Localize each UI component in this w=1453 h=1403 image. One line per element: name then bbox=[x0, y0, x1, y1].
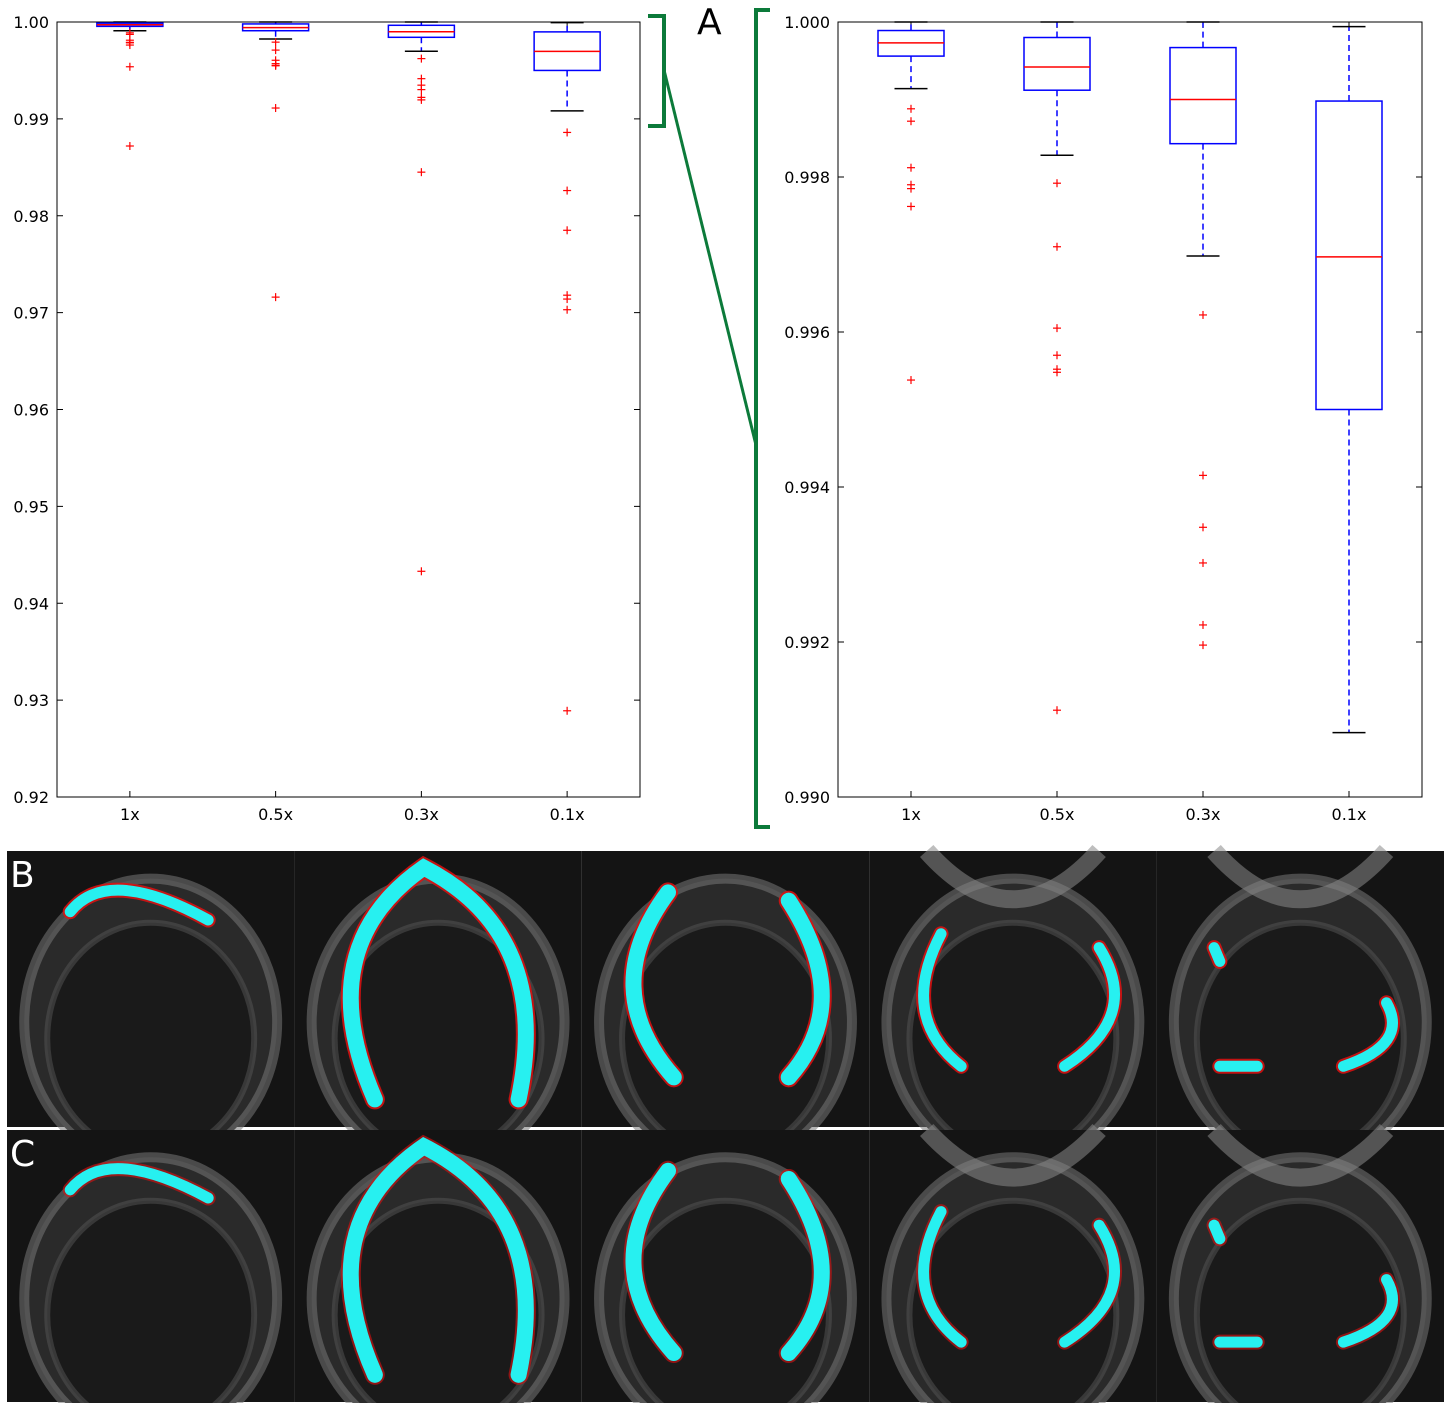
outlier-point bbox=[907, 163, 915, 172]
mri-slice-tile bbox=[581, 851, 870, 1171]
x-tick-label: 1x bbox=[120, 805, 140, 824]
y-tick-label: 0.94 bbox=[13, 594, 49, 613]
panel-label-c: C bbox=[10, 1134, 35, 1175]
outlier-point bbox=[417, 95, 426, 104]
mri-slice-tile bbox=[1156, 844, 1444, 1171]
y-tick-label: 0.994 bbox=[784, 478, 830, 497]
outlier-point bbox=[1053, 324, 1061, 333]
x-tick-label: 1x bbox=[901, 805, 921, 824]
box-iqr bbox=[1023, 36, 1091, 91]
box-0.1x bbox=[1315, 25, 1383, 734]
x-tick-label: 0.3x bbox=[404, 805, 439, 824]
outlier-point bbox=[1053, 351, 1061, 360]
box-0.3x bbox=[1169, 21, 1237, 650]
x-tick-label: 0.1x bbox=[550, 805, 585, 824]
y-tick-label: 0.97 bbox=[13, 304, 49, 323]
box-0.1x bbox=[533, 21, 601, 715]
outlier-point bbox=[1053, 368, 1061, 377]
y-tick-label: 0.998 bbox=[784, 168, 830, 187]
panel-label-b: B bbox=[10, 855, 35, 896]
y-tick-label: 0.96 bbox=[13, 401, 49, 420]
mri-slice-tile bbox=[869, 844, 1157, 1171]
mri-slice-tile bbox=[294, 1130, 582, 1403]
mri-slice-tile bbox=[581, 1130, 870, 1403]
outlier-point bbox=[271, 104, 280, 113]
outlier-point bbox=[417, 85, 426, 94]
outlier-point bbox=[563, 305, 572, 314]
plot-frame bbox=[56, 21, 641, 798]
outlier-point bbox=[1199, 523, 1207, 532]
y-tick-label: 0.992 bbox=[784, 633, 830, 652]
outlier-point bbox=[563, 226, 572, 235]
outlier-point bbox=[563, 186, 572, 195]
outlier-point bbox=[907, 117, 915, 126]
mri-slice-tile bbox=[7, 1130, 295, 1403]
outlier-point bbox=[271, 38, 280, 47]
box-1x bbox=[96, 21, 164, 150]
outlier-point bbox=[125, 41, 134, 50]
outlier-point bbox=[1053, 179, 1061, 188]
y-tick-label: 1.00 bbox=[13, 13, 49, 32]
outlier-point bbox=[417, 567, 426, 576]
outlier-point bbox=[563, 128, 572, 137]
box-1x bbox=[877, 21, 945, 385]
x-tick-label: 0.3x bbox=[1186, 805, 1221, 824]
x-tick-label: 0.1x bbox=[1332, 805, 1367, 824]
mri-slice-tile bbox=[1156, 1123, 1444, 1403]
outlier-point bbox=[1199, 471, 1207, 480]
panel-label-a: A bbox=[697, 2, 722, 43]
zoom-bracket-small bbox=[648, 14, 666, 128]
mri-slice-tile bbox=[7, 851, 295, 1171]
outlier-point bbox=[1053, 242, 1061, 251]
box-iqr bbox=[1169, 46, 1237, 145]
outlier-point bbox=[907, 376, 915, 385]
outlier-point bbox=[417, 168, 426, 177]
y-tick-label: 0.92 bbox=[13, 788, 49, 807]
outlier-point bbox=[1199, 620, 1207, 629]
zoom-bracket-large bbox=[754, 8, 770, 829]
outlier-point bbox=[271, 46, 280, 55]
box-0.3x bbox=[387, 21, 456, 576]
chart-left: 0.92 0.93 0.94 0.95 0.96 0.97 0.98 0.99 1.00 1x 0.… bbox=[13, 13, 641, 824]
box-0.5x bbox=[241, 21, 310, 302]
outlier-point bbox=[417, 54, 426, 63]
outlier-point bbox=[1199, 641, 1207, 650]
outlier-point bbox=[907, 202, 915, 211]
box-0.5x bbox=[1023, 21, 1091, 715]
outlier-point bbox=[125, 142, 134, 150]
y-tick-label: 0.996 bbox=[784, 323, 830, 342]
mri-slice-tile bbox=[294, 851, 582, 1171]
y-tick-label: 0.99 bbox=[13, 110, 49, 129]
outlier-point bbox=[563, 295, 572, 304]
outlier-point bbox=[271, 61, 280, 70]
image-row-c bbox=[7, 1123, 1444, 1403]
y-tick-label: 0.98 bbox=[13, 207, 49, 226]
outlier-point bbox=[907, 104, 915, 113]
box-iqr bbox=[1315, 100, 1383, 411]
chart-right: 0.990 0.992 0.994 0.996 0.998 1.000 1x 0.5x 0.3x… bbox=[784, 13, 1423, 824]
image-row-b bbox=[7, 844, 1444, 1171]
outlier-point bbox=[125, 62, 134, 71]
y-tick-label: 0.990 bbox=[784, 788, 830, 807]
outlier-point bbox=[563, 706, 572, 715]
mri-slice-tile bbox=[869, 1123, 1157, 1403]
outlier-point bbox=[1199, 558, 1207, 567]
outlier-point bbox=[907, 184, 915, 193]
zoom-connector-line bbox=[662, 69, 758, 446]
y-tick-label: 1.000 bbox=[784, 13, 830, 32]
outlier-point bbox=[1199, 310, 1207, 319]
x-tick-label: 0.5x bbox=[1040, 805, 1075, 824]
outlier-point bbox=[1053, 706, 1061, 715]
y-tick-label: 0.93 bbox=[13, 691, 49, 710]
outlier-point bbox=[271, 293, 280, 302]
x-tick-label: 0.5x bbox=[258, 805, 293, 824]
y-tick-label: 0.95 bbox=[13, 497, 49, 516]
